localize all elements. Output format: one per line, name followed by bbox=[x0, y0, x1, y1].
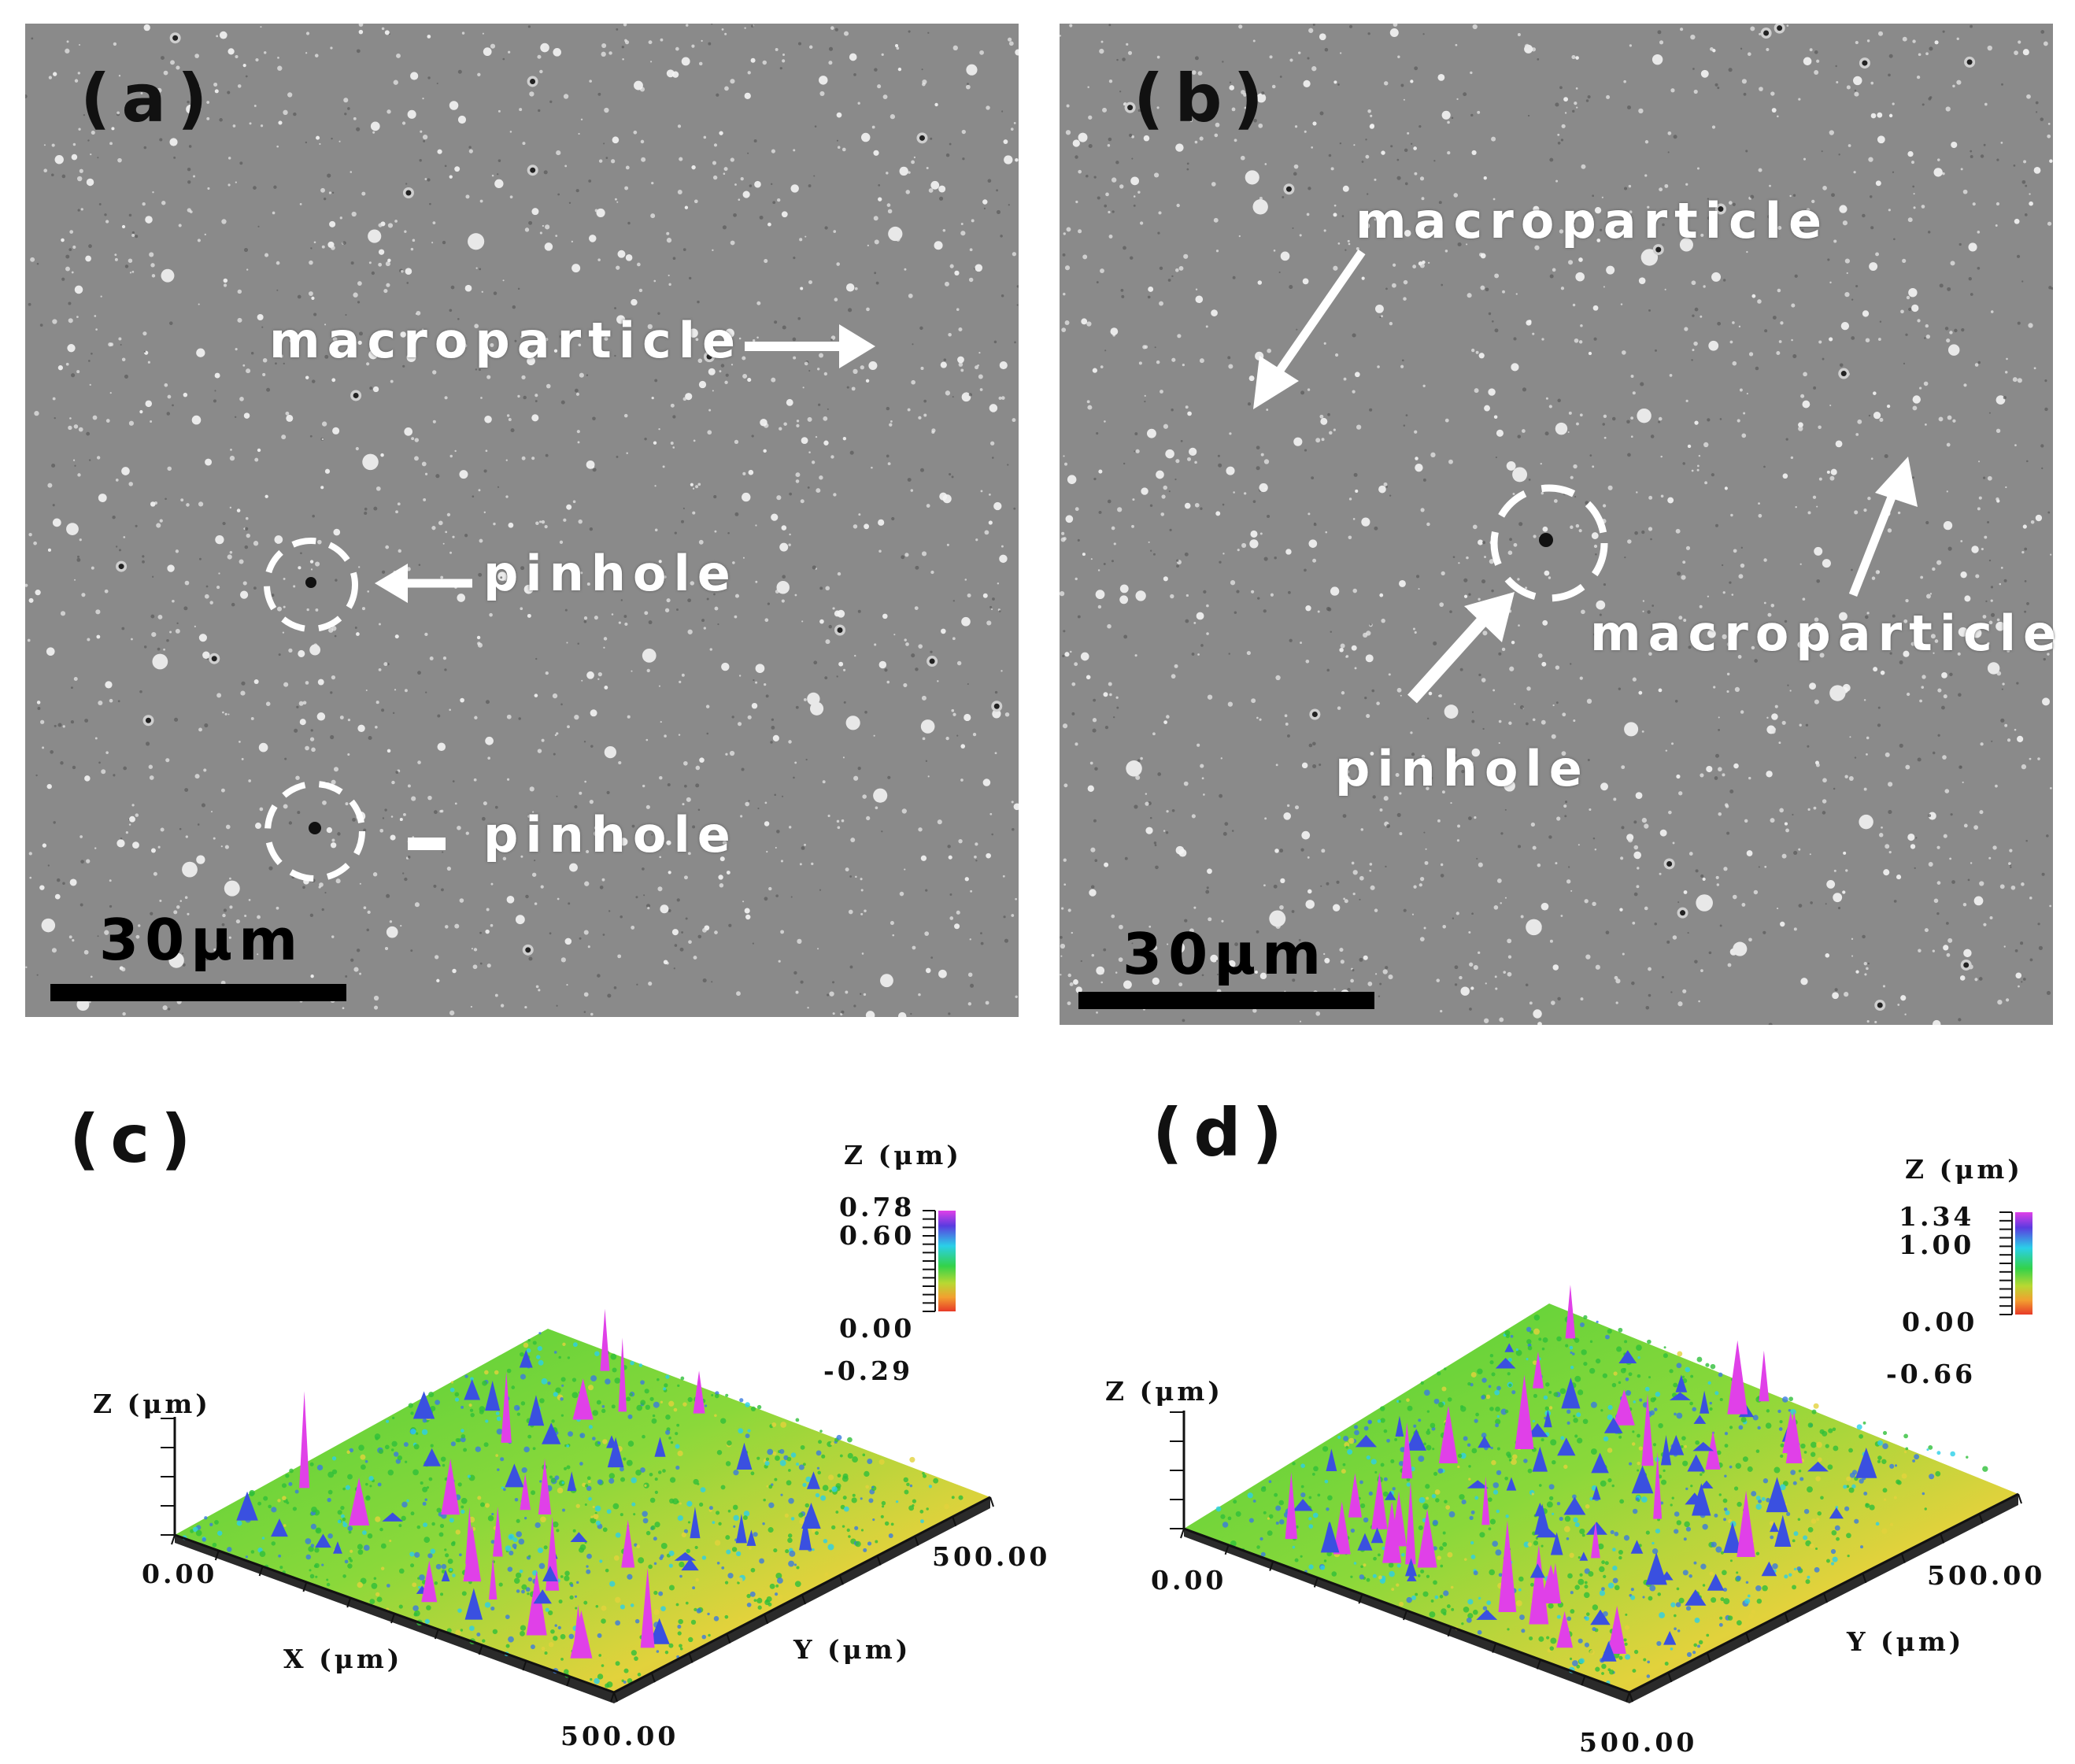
y-axis-label-c: Y (μm) bbox=[793, 1634, 912, 1665]
scale-bar-b bbox=[1078, 992, 1374, 1009]
origin-label-d: 0.00 bbox=[1151, 1565, 1227, 1596]
arrow-pinhole-b bbox=[1407, 592, 1515, 704]
arrow-macroparticle-b1 bbox=[1253, 249, 1366, 409]
sem-image-a bbox=[25, 24, 1019, 1017]
colorbar-tick-d-3: -0.66 bbox=[1886, 1359, 1977, 1389]
panel-tag-b: (b) bbox=[1134, 60, 1274, 137]
arrow-macroparticle-b2 bbox=[1848, 457, 1918, 597]
label-macroparticle-b2: macroparticle bbox=[1590, 605, 2064, 662]
arrow-macroparticle-a bbox=[745, 324, 875, 368]
colorbar-tick-c-3: -0.29 bbox=[823, 1355, 914, 1386]
x-end-label-c: 500.00 bbox=[560, 1721, 679, 1751]
colorbar-tick-d-0: 1.34 bbox=[1899, 1201, 1975, 1232]
arrow-pinhole-a2 bbox=[408, 838, 446, 850]
colorbar-title-c: Z (μm) bbox=[844, 1140, 962, 1170]
colorbar-tick-c-1: 0.60 bbox=[839, 1220, 915, 1251]
z-axis-label-c: Z (μm) bbox=[93, 1389, 211, 1419]
colorbar-tick-c-0: 0.78 bbox=[839, 1192, 915, 1222]
label-pinhole-a2: pinhole bbox=[483, 806, 738, 864]
z-axis-label-d: Z (μm) bbox=[1105, 1376, 1223, 1407]
label-macroparticle-a: macroparticle bbox=[269, 312, 743, 369]
surface-plot-d bbox=[1170, 1211, 2032, 1703]
scale-bar-label-b: 30μm bbox=[1123, 921, 1328, 987]
panel-tag-a: (a) bbox=[80, 60, 219, 137]
colorbar-tick-d-2: 0.00 bbox=[1902, 1307, 1978, 1337]
x-end-label-d: 500.00 bbox=[1579, 1727, 1698, 1758]
x-axis-label-c: X (μm) bbox=[283, 1644, 403, 1674]
colorbar-tick-c-2: 0.00 bbox=[839, 1313, 915, 1344]
origin-label-c: 0.00 bbox=[142, 1559, 218, 1589]
panel-tag-d: (d) bbox=[1152, 1094, 1293, 1171]
label-pinhole-a1: pinhole bbox=[483, 545, 738, 602]
pinhole-marker-a2 bbox=[264, 781, 365, 882]
pinhole-marker-a1 bbox=[264, 538, 358, 632]
sem-texture-b bbox=[1060, 24, 2053, 1025]
surface-plot-c bbox=[161, 1210, 994, 1703]
label-macroparticle-b1: macroparticle bbox=[1356, 192, 1829, 250]
y-axis-label-d: Y (μm) bbox=[1847, 1626, 1965, 1657]
colorbar-title-d: Z (μm) bbox=[1905, 1154, 2023, 1185]
scale-bar-label-a: 30μm bbox=[99, 907, 305, 973]
sem-image-b bbox=[1060, 24, 2053, 1025]
pinhole-marker-b bbox=[1490, 484, 1608, 602]
arrow-pinhole-a1 bbox=[375, 564, 472, 603]
panel-tag-c: (c) bbox=[69, 1100, 202, 1178]
y-end-label-d: 500.00 bbox=[1927, 1560, 2046, 1591]
colorbar-tick-d-1: 1.00 bbox=[1899, 1230, 1975, 1260]
scale-bar-a bbox=[50, 984, 346, 1001]
y-end-label-c: 500.00 bbox=[932, 1541, 1051, 1572]
sem-texture-a bbox=[25, 24, 1019, 1017]
label-pinhole-b: pinhole bbox=[1335, 740, 1589, 797]
